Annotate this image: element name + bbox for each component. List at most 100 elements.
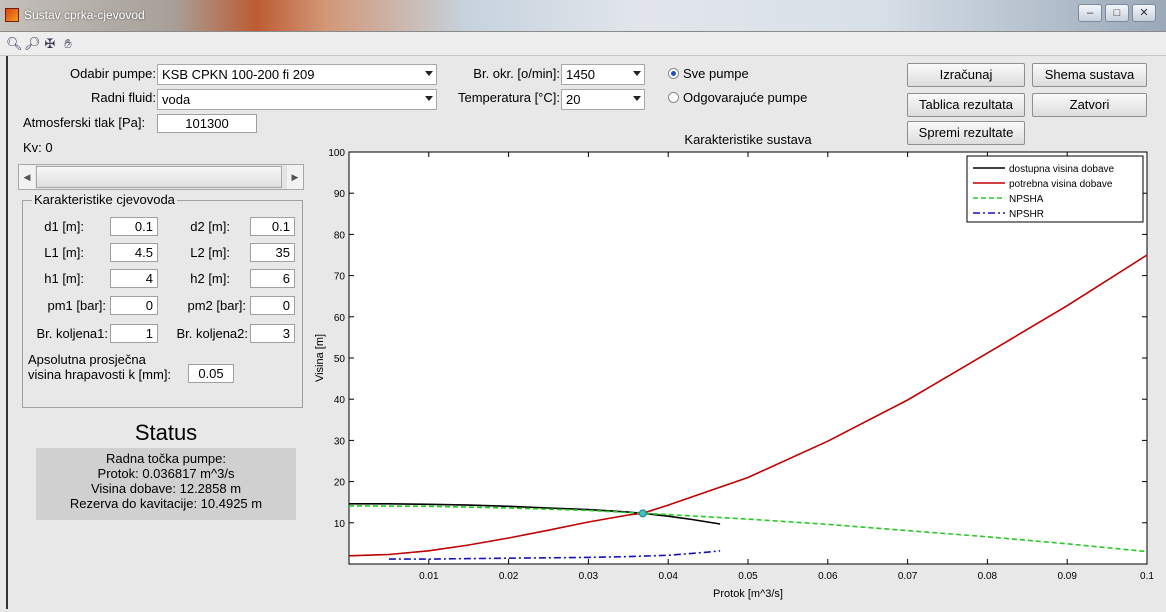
- pump-label: Odabir pumpe:: [70, 66, 156, 81]
- data-cursor-icon[interactable]: ✠: [44, 36, 56, 51]
- calculate-button[interactable]: Izračunaj: [907, 63, 1025, 87]
- x-tick-label: 0.05: [738, 571, 758, 582]
- fluid-select[interactable]: voda: [157, 89, 437, 110]
- status-box: Radna točka pumpe: Protok: 0.036817 m^3/…: [36, 448, 296, 520]
- roughness-label: Apsolutna prosječna visina hrapavosti k …: [28, 352, 171, 382]
- legend-entry-1: potrebna visina dobave: [1009, 179, 1113, 190]
- status-title: Status: [134, 420, 198, 445]
- zoom-in-icon[interactable]: 🔍︎: [6, 36, 23, 51]
- legend-entry-3: NPSHR: [1009, 209, 1044, 220]
- y-tick-label: 70: [334, 272, 346, 283]
- l2-input[interactable]: 35: [250, 243, 295, 262]
- radio-matching-pumps-label: Odgovarajuće pumpe: [683, 90, 808, 105]
- roughness-label-line1: Apsolutna prosječna: [28, 352, 146, 367]
- legend-entry-0: dostupna visina dobave: [1009, 164, 1115, 175]
- rpm-label: Br. okr. [o/min]:: [473, 66, 560, 81]
- y-tick-label: 40: [334, 395, 346, 406]
- chevron-down-icon: [633, 96, 641, 101]
- slider-left-arrow-icon[interactable]: ◀: [19, 165, 35, 189]
- h1-label: h1 [m]:: [44, 271, 84, 286]
- status-line-flow: Protok: 0.036817 m^3/s: [97, 466, 235, 481]
- y-tick-label: 30: [334, 436, 346, 447]
- radio-all-pumps[interactable]: Sve pumpe: [668, 66, 749, 81]
- series-line-0: [349, 502, 721, 525]
- atm-pressure-input[interactable]: 101300: [157, 114, 257, 133]
- temperature-label: Temperatura [°C]:: [457, 90, 560, 105]
- l1-input[interactable]: 4.5: [110, 243, 158, 262]
- d2-input[interactable]: 0.1: [250, 217, 295, 236]
- system-scheme-button[interactable]: Shema sustava: [1032, 63, 1147, 87]
- pm1-label: pm1 [bar]:: [47, 298, 106, 313]
- temperature-select[interactable]: 20: [561, 89, 645, 110]
- chart-svg[interactable]: Karakteristike sustava 10 20 30 40 50 60 70 80 90…: [300, 130, 1166, 609]
- chevron-down-icon: [425, 96, 433, 101]
- temperature-select-value: 20: [566, 92, 581, 107]
- x-tick-label: 0.01: [419, 571, 439, 582]
- radio-matching-pumps[interactable]: Odgovarajuće pumpe: [668, 90, 807, 105]
- x-tick-label: 0.06: [818, 571, 838, 582]
- d1-input[interactable]: 0.1: [110, 217, 158, 236]
- chevron-down-icon: [425, 71, 433, 76]
- legend-entry-2: NPSHA: [1009, 194, 1044, 205]
- kv-label: Kv: 0: [23, 140, 53, 155]
- close-window-button[interactable]: ✕: [1132, 4, 1156, 22]
- h2-label: h2 [m]:: [190, 271, 230, 286]
- slider-thumb[interactable]: [36, 166, 282, 188]
- fluid-label: Radni fluid:: [90, 90, 156, 105]
- figure-toolbar: 🔍︎ 🔎︎ ✠ ✋︎: [0, 32, 1166, 56]
- pm1-input[interactable]: 0: [110, 296, 158, 315]
- l2-label: L2 [m]:: [190, 245, 230, 260]
- maximize-button[interactable]: □: [1105, 4, 1129, 22]
- pm2-input[interactable]: 0: [250, 296, 295, 315]
- bends2-label: Br. koljena2:: [176, 326, 248, 341]
- legend-box: [966, 155, 1144, 223]
- x-tick-label: 0.03: [579, 571, 599, 582]
- x-tick-label: 0.04: [658, 571, 678, 582]
- operating-point-marker: [638, 509, 647, 518]
- window-title: Sustav cprka-cjevovod: [24, 8, 145, 22]
- x-tick-label: 0.1: [1140, 571, 1154, 582]
- fluid-select-value: voda: [162, 92, 191, 107]
- roughness-input[interactable]: 0.05: [188, 364, 234, 383]
- chart-title: Karakteristike sustava: [684, 132, 812, 147]
- chevron-down-icon: [633, 71, 641, 76]
- pipeline-panel-title: Karakteristike cjevovoda: [32, 192, 177, 207]
- radio-unselected-icon: [668, 92, 679, 103]
- rpm-select[interactable]: 1450: [561, 64, 645, 85]
- h2-input[interactable]: 6: [250, 269, 295, 288]
- y-tick-label: 60: [334, 313, 346, 324]
- kv-slider[interactable]: ◀ ▶: [18, 164, 304, 190]
- y-tick-label: 100: [328, 148, 345, 159]
- radio-all-pumps-label: Sve pumpe: [683, 66, 749, 81]
- pump-select[interactable]: KSB CPKN 100-200 fi 209: [157, 64, 437, 85]
- y-tick-label: 80: [334, 230, 346, 241]
- y-axis-label: Visina [m]: [314, 334, 326, 382]
- results-table-button[interactable]: Tablica rezultata: [907, 93, 1025, 117]
- window-controls: – □ ✕: [1078, 4, 1156, 22]
- title-bar: Sustav cprka-cjevovod – □ ✕: [0, 0, 1166, 32]
- d2-label: d2 [m]:: [190, 219, 230, 234]
- save-results-button[interactable]: Spremi rezultate: [907, 121, 1025, 145]
- close-button[interactable]: Zatvori: [1032, 93, 1147, 117]
- zoom-out-icon[interactable]: 🔎︎: [24, 36, 41, 51]
- pump-select-value: KSB CPKN 100-200 fi 209: [162, 67, 315, 82]
- roughness-label-line2: visina hrapavosti k [mm]:: [28, 367, 172, 382]
- slider-right-arrow-icon[interactable]: ▶: [287, 165, 303, 189]
- bends2-input[interactable]: 3: [250, 324, 295, 343]
- atm-pressure-label: Atmosferski tlak [Pa]:: [23, 115, 146, 130]
- bends1-input[interactable]: 1: [110, 324, 158, 343]
- pan-hand-icon[interactable]: ✋︎: [64, 36, 72, 51]
- y-tick-label: 20: [334, 478, 346, 489]
- x-tick-label: 0.09: [1057, 571, 1077, 582]
- status-line-operating-point: Radna točka pumpe:: [106, 451, 226, 466]
- system-characteristics-chart[interactable]: Karakteristike sustava 10 20 30 40 50 60 70 80 90…: [300, 130, 1166, 609]
- d1-label: d1 [m]:: [44, 219, 84, 234]
- h1-input[interactable]: 4: [110, 269, 158, 288]
- y-tick-label: 90: [334, 189, 346, 200]
- rpm-select-value: 1450: [566, 67, 595, 82]
- y-tick-label: 10: [334, 519, 346, 530]
- y-tick-label: 50: [334, 354, 346, 365]
- minimize-button[interactable]: –: [1078, 4, 1102, 22]
- x-tick-label: 0.07: [898, 571, 918, 582]
- series-line-1: [348, 254, 1148, 557]
